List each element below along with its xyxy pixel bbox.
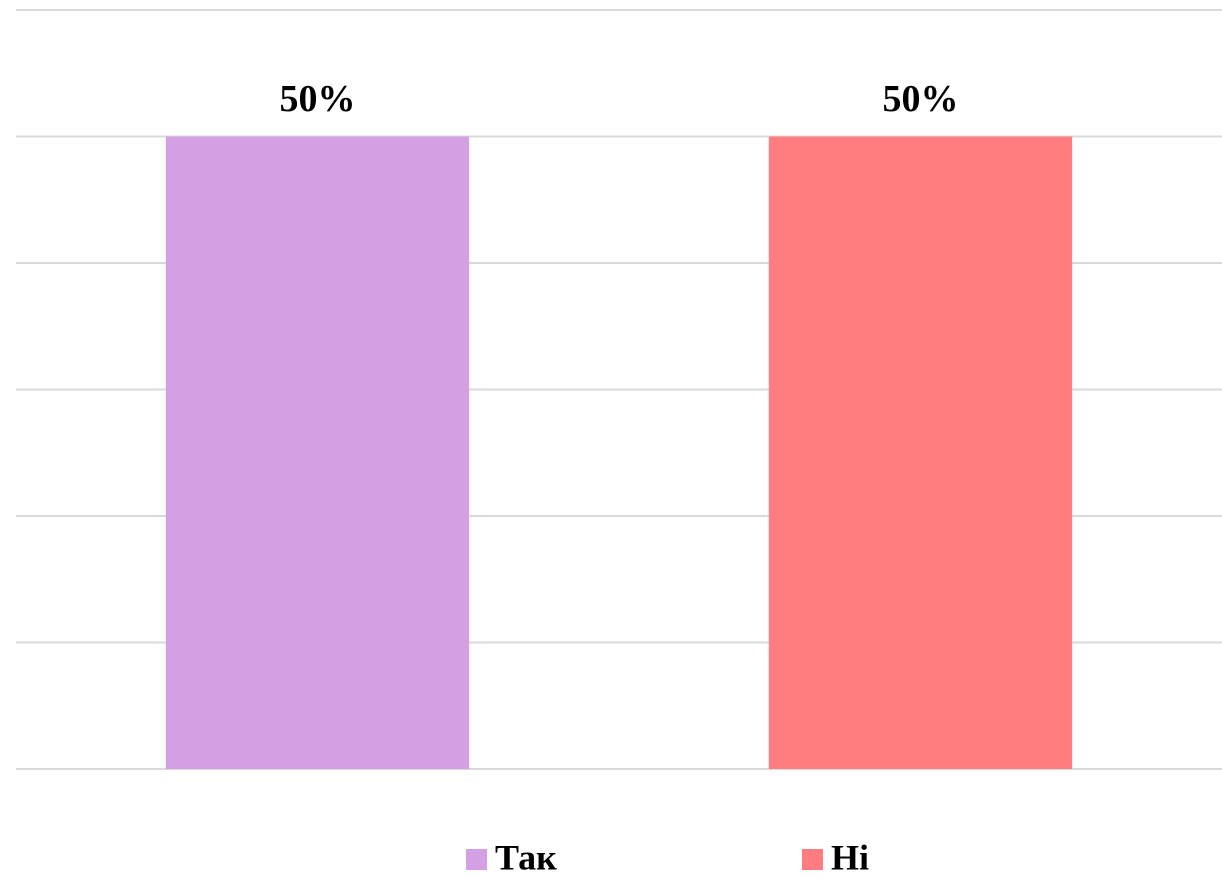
- legend-label: Ні: [831, 837, 869, 877]
- legend-label: Так: [495, 837, 557, 877]
- bar: [768, 136, 1073, 769]
- data-label: 50%: [280, 78, 356, 120]
- legend-swatch: [466, 849, 487, 870]
- legend-swatch: [802, 849, 823, 870]
- bar: [165, 136, 470, 769]
- data-label: 50%: [883, 78, 959, 120]
